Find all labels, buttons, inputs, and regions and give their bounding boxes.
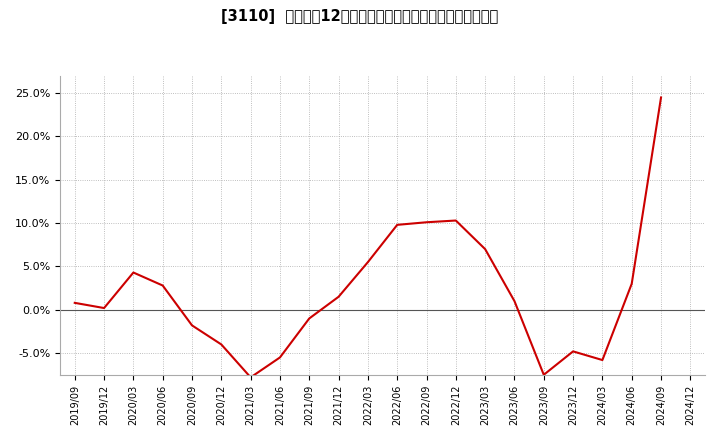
Text: [3110]  売上高の12か月移動合計の対前年同期増減率の推移: [3110] 売上高の12か月移動合計の対前年同期増減率の推移: [221, 9, 499, 24]
